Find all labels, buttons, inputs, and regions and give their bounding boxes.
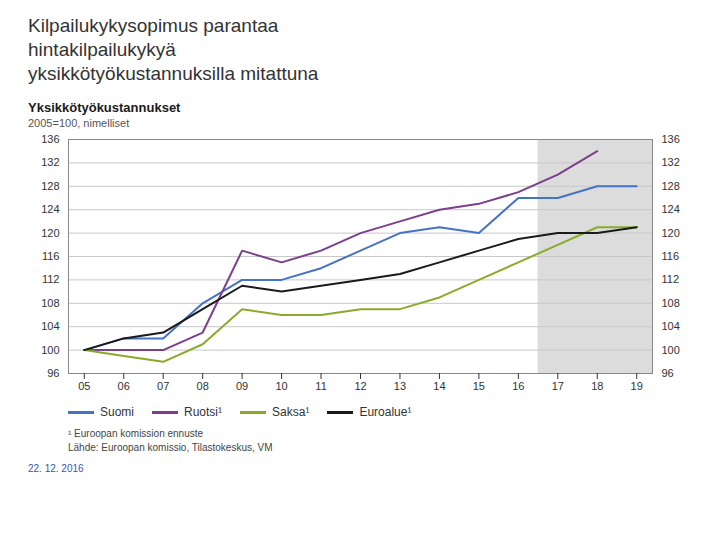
html-text:Ruotsi¹: Ruotsi¹ (184, 405, 222, 419)
svg-text:96: 96 (662, 367, 674, 379)
svg-text:112: 112 (42, 273, 60, 285)
svg-text:132: 132 (662, 156, 680, 168)
html-text:hintakilpailukykyä: hintakilpailukykyä (28, 39, 176, 60)
svg-text:120: 120 (662, 227, 680, 239)
svg-text:116: 116 (662, 250, 680, 262)
svg-text:15: 15 (473, 380, 485, 392)
svg-text:08: 08 (197, 380, 209, 392)
svg-text:124: 124 (662, 203, 680, 215)
svg-text:132: 132 (41, 156, 59, 168)
html-text:Lähde: Euroopan komissio, Tila: Lähde: Euroopan komissio, Tilastokeskus,… (68, 442, 273, 453)
svg-text:96: 96 (47, 367, 59, 379)
svg-text:11: 11 (315, 380, 326, 392)
svg-text:06: 06 (118, 380, 130, 392)
html-text:Yksikkötyökustannukset: Yksikkötyökustannukset (28, 100, 181, 115)
svg-text:124: 124 (41, 203, 59, 215)
svg-text:16: 16 (512, 380, 524, 392)
svg-text:136: 136 (41, 133, 59, 145)
html-text:Kilpailukykysopimus parantaa: Kilpailukykysopimus parantaa (28, 15, 279, 36)
svg-text:18: 18 (591, 380, 603, 392)
svg-text:120: 120 (41, 227, 59, 239)
html-text:22. 12. 2016: 22. 12. 2016 (28, 463, 84, 474)
svg-text:14: 14 (433, 380, 445, 392)
svg-text:136: 136 (662, 133, 680, 145)
svg-text:19: 19 (631, 380, 643, 392)
svg-text:128: 128 (662, 180, 680, 192)
svg-text:108: 108 (662, 297, 680, 309)
svg-text:112: 112 (662, 273, 680, 285)
html-text:Saksa¹: Saksa¹ (272, 405, 310, 419)
html-text:yksikkötyökustannuksilla mitat: yksikkötyökustannuksilla mitattuna (28, 63, 319, 84)
svg-text:07: 07 (157, 380, 169, 392)
html-text:Euroalue¹: Euroalue¹ (359, 405, 412, 419)
svg-text:116: 116 (42, 250, 60, 262)
html-text:2005=100, nimelliset: 2005=100, nimelliset (28, 117, 130, 129)
svg-text:108: 108 (41, 297, 59, 309)
svg-text:104: 104 (41, 320, 59, 332)
svg-text:12: 12 (354, 380, 366, 392)
svg-text:128: 128 (41, 180, 59, 192)
svg-text:100: 100 (41, 344, 59, 356)
svg-text:104: 104 (662, 320, 680, 332)
svg-text:100: 100 (662, 344, 680, 356)
svg-text:17: 17 (552, 380, 564, 392)
svg-text:05: 05 (78, 380, 90, 392)
html-text:¹ Euroopan komission ennuste: ¹ Euroopan komission ennuste (68, 428, 204, 439)
svg-text:10: 10 (275, 380, 287, 392)
svg-text:13: 13 (394, 380, 406, 392)
html-text:Suomi: Suomi (100, 405, 134, 419)
svg-text:09: 09 (236, 380, 248, 392)
